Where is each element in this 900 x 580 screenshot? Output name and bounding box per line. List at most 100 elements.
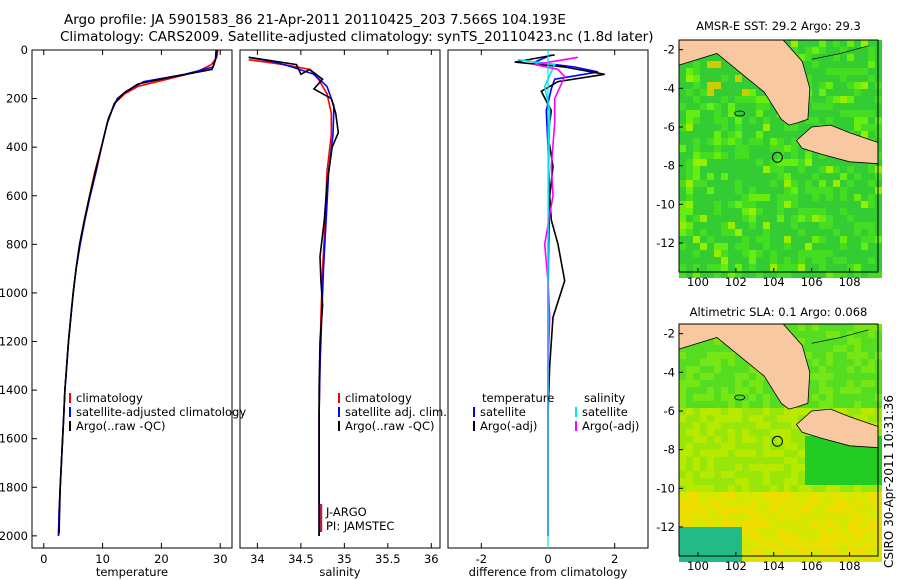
sst-map-cell [714,68,721,75]
sla-map-cell [714,520,721,527]
sla-map-cell [735,527,742,534]
sst-map-cell [819,194,826,201]
sla-map-cell [812,485,819,492]
sla-map-cell [700,345,707,352]
sst-map-cell [735,201,742,208]
sla-map-cell [700,485,707,492]
sst-map-cell [868,40,875,47]
sst-map-cell [819,89,826,96]
sla-map-cell [840,324,847,331]
sst-map-cell [749,236,756,243]
sst-map-cell [840,75,847,82]
sla-map-cell [861,555,868,562]
sla-map-cell [840,527,847,534]
sla-map-cell [735,387,742,394]
sst-map-cell [784,194,791,201]
sst-map-cell [728,264,735,271]
sla-map-cell [756,401,763,408]
sla-map-cell [784,520,791,527]
sst-map-cell [679,138,686,145]
sla-map-cell [693,555,700,562]
sla-map-cell [868,555,875,562]
sla-map-cell [833,450,840,457]
sla-map-cell [679,366,686,373]
sla-map-cell [847,534,854,541]
sst-map-cell [798,47,805,54]
sla-map-cell [714,464,721,471]
sla-map-cell [714,492,721,499]
sla-map-cell [868,527,875,534]
sla-map-cell [700,359,707,366]
sst-map-cell [798,180,805,187]
sla-map-cell [812,338,819,345]
sst-map-cell [728,187,735,194]
sla-map-cell [686,534,693,541]
sst-map-cell [679,145,686,152]
sst-map-cell [763,222,770,229]
sst-map-cell [826,222,833,229]
sst-map-cell [693,215,700,222]
sla-map-cell [840,331,847,338]
sla-map-cell [868,401,875,408]
sst-map-cell [868,82,875,89]
sst-map-cell [728,243,735,250]
sst-map-cell [742,117,749,124]
sst-map-cell [798,173,805,180]
sla-map-cell [861,471,868,478]
sst-map-cell [742,89,749,96]
sst-map-cell [728,75,735,82]
sst-map-cell [819,229,826,236]
sst-map-cell [763,152,770,159]
sla-map-cell [784,422,791,429]
sla-map-cell [819,373,826,380]
sla-map-cell [784,527,791,534]
sla-map-cell [735,506,742,513]
sst-map-cell [707,215,714,222]
sla-map-cell [777,471,784,478]
sla-map-cell [819,359,826,366]
sst-map-cell [784,243,791,250]
sst-map-cell [749,96,756,103]
sla-map-cell [812,548,819,555]
sst-map-cell [833,68,840,75]
sst-map-cell [847,96,854,103]
sst-map-ytick-label: -10 [656,197,675,211]
sla-map-cell [700,387,707,394]
sla-map-cell [679,492,686,499]
sla-map-cell [735,471,742,478]
sst-map-cell [770,180,777,187]
sla-map-cell [679,415,686,422]
sla-map-cell [679,471,686,478]
sla-map-cell [700,366,707,373]
sst-map-cell [686,222,693,229]
sst-map-cell [833,229,840,236]
sst-map-cell [679,159,686,166]
sla-map-cell [756,513,763,520]
sst-map-cell [854,236,861,243]
sla-map-cell [805,541,812,548]
sst-map-cell [798,166,805,173]
sst-map-cell [749,180,756,187]
sla-map-cell [679,513,686,520]
sla-map-cell [826,401,833,408]
sla-map-cell [847,527,854,534]
sla-map-cell [749,373,756,380]
sst-map-cell [826,187,833,194]
sla-map-cell [679,548,686,555]
sla-map-cell [693,464,700,471]
sla-map-cell [791,520,798,527]
sst-map-cell [840,166,847,173]
sst-map-cell [679,166,686,173]
sst-map-cell [763,124,770,131]
temperature-ytick-label: 2000 [0,529,28,543]
sst-map-cell [735,131,742,138]
sla-map-cell [826,548,833,555]
sst-map-cell [791,208,798,215]
sst-map-cell [812,47,819,54]
sst-map-cell [728,166,735,173]
sla-map-cell [840,359,847,366]
sst-map-xtick-label: 106 [801,275,823,289]
sla-map-cell [728,373,735,380]
sst-map-cell [868,222,875,229]
